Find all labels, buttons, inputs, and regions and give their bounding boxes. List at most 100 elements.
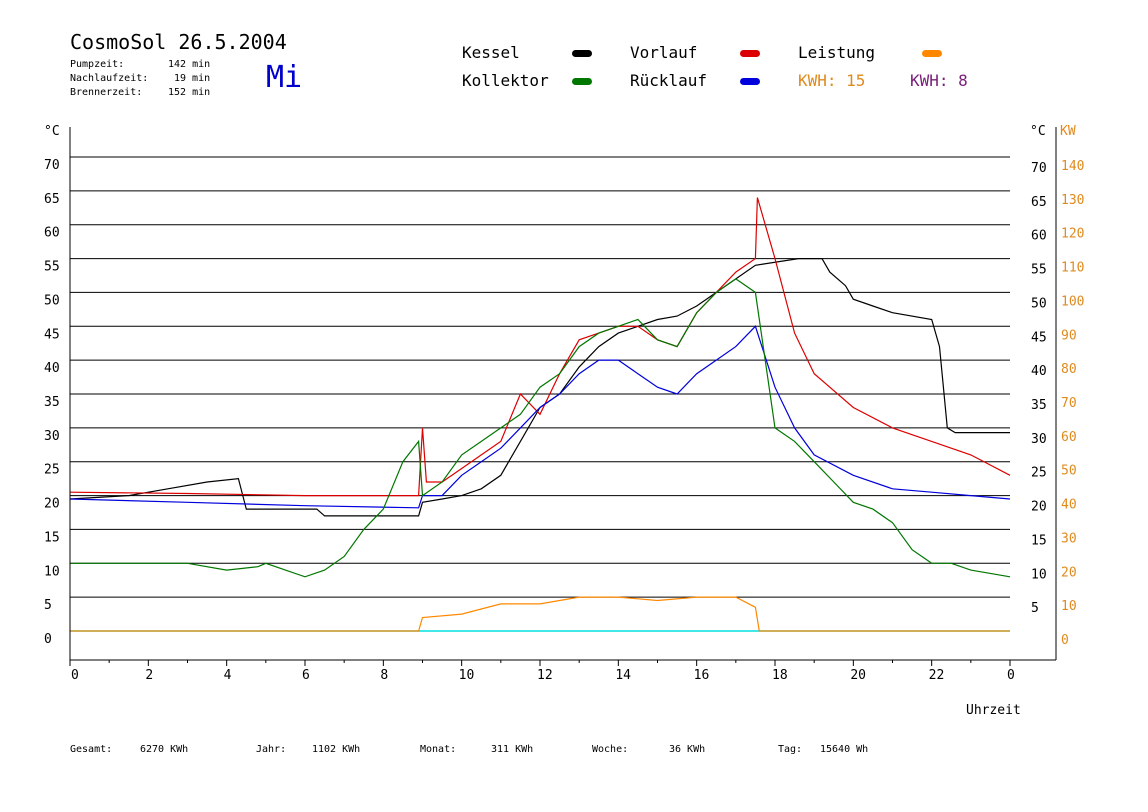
legend-vorlauf-swatch <box>740 50 760 57</box>
weekday-label: Mi <box>266 60 303 95</box>
footer-monat: Monat: 311 KWh <box>420 744 533 755</box>
y-tick-label-left: 45 <box>44 327 60 342</box>
legend-leistung: Leistung <box>798 43 876 62</box>
x-tick-label: 20 <box>850 668 866 683</box>
stat-value: 152 min <box>168 87 211 98</box>
y-tick-label-right: 35 <box>1031 398 1047 413</box>
y-tick-label-left: 55 <box>44 260 60 275</box>
legend-vorlauf: Vorlauf <box>630 43 698 62</box>
y-tick-label-left: 30 <box>44 429 60 444</box>
stat-label: Brennerzeit: <box>70 87 143 98</box>
kwh-solar: KWH: 15 <box>798 71 866 90</box>
x-tick-label: 12 <box>537 668 553 683</box>
y-tick-label-left: 35 <box>44 395 60 410</box>
x-tick-label: 0 <box>1007 668 1015 683</box>
power-tick-label: 80 <box>1061 362 1077 377</box>
power-tick-label: 60 <box>1061 430 1077 445</box>
footer-value: 311 KWh <box>491 744 534 755</box>
footer-value: 36 KWh <box>669 744 706 755</box>
y-tick-label-right: 45 <box>1031 330 1047 345</box>
footer-value: 1102 KWh <box>312 744 361 755</box>
x-tick-label: 6 <box>302 668 310 683</box>
x-tick-label: 22 <box>929 668 945 683</box>
power-tick-label: 100 <box>1061 294 1084 309</box>
y-tick-label-right: 65 <box>1031 195 1047 210</box>
right-axis-unit: °C <box>1030 124 1046 139</box>
legend-ruecklauf: Rücklauf <box>630 71 708 90</box>
y-tick-label-left: 10 <box>44 564 60 579</box>
footer-jahr: Jahr: 1102 KWh <box>256 744 360 755</box>
y-tick-label-right: 30 <box>1031 432 1047 447</box>
power-tick-label: 90 <box>1061 328 1077 343</box>
stat-label: Nachlaufzeit: <box>70 73 149 84</box>
power-tick-label: 130 <box>1061 193 1084 208</box>
y-tick-label-right: 5 <box>1031 601 1039 616</box>
power-tick-label: 0 <box>1061 633 1069 648</box>
stat-nachlaufzeit: Nachlaufzeit: 19 min <box>70 73 210 84</box>
y-tick-label-left: 40 <box>44 361 60 376</box>
legend-kessel-swatch <box>572 50 592 57</box>
legend-kollektor: Kollektor <box>462 71 549 90</box>
y-tick-label-right: 20 <box>1031 500 1047 515</box>
series-line-rcklauf <box>69 325 1011 509</box>
page-title: CosmoSol 26.5.2004 <box>70 30 287 54</box>
x-tick-label: 8 <box>380 668 388 683</box>
x-tick-label: 16 <box>694 668 710 683</box>
y-tick-label-right: 70 <box>1031 161 1047 176</box>
x-axis-label: Uhrzeit <box>966 703 1021 718</box>
legend-kessel: Kessel <box>462 43 520 62</box>
y-tick-label-left: 0 <box>44 632 52 647</box>
y-tick-label-left: 70 <box>44 158 60 173</box>
power-tick-label: 10 <box>1061 599 1077 614</box>
grid-lines <box>70 156 1010 598</box>
footer-label: Tag: <box>778 744 803 755</box>
power-tick-label: 20 <box>1061 565 1077 580</box>
footer-label: Monat: <box>420 744 457 755</box>
footer-label: Jahr: <box>256 744 287 755</box>
y-tick-label-left: 15 <box>44 530 60 545</box>
y-tick-label-right: 25 <box>1031 466 1047 481</box>
stat-label: Pumpzeit: <box>70 59 125 70</box>
footer-woche: Woche: 36 KWh <box>592 744 705 755</box>
x-tick-label: 10 <box>459 668 475 683</box>
y-tick-label-right: 10 <box>1031 567 1047 582</box>
x-tick-label: 0 <box>71 668 79 683</box>
stat-value: 19 min <box>174 73 211 84</box>
power-tick-label: 140 <box>1061 159 1084 174</box>
footer-value: 6270 KWh <box>140 744 189 755</box>
power-tick-label: 50 <box>1061 464 1077 479</box>
power-tick-label: 70 <box>1061 396 1077 411</box>
series-line-vorlauf <box>69 197 1011 497</box>
y-tick-label-left: 25 <box>44 463 60 478</box>
y-tick-label-right: 55 <box>1031 263 1047 278</box>
x-tick-label: 4 <box>224 668 232 683</box>
left-axis-unit: °C <box>44 124 60 139</box>
kwh-burner: KWH: 8 <box>910 71 968 90</box>
y-tick-label-left: 20 <box>44 497 60 512</box>
x-tick-label: 2 <box>145 668 153 683</box>
y-tick-label-right: 40 <box>1031 364 1047 379</box>
y-tick-label-left: 65 <box>44 192 60 207</box>
x-tick-label: 18 <box>772 668 788 683</box>
legend-ruecklauf-swatch <box>740 78 760 85</box>
y-tick-label-right: 50 <box>1031 296 1047 311</box>
series-line-kessel <box>69 258 1010 517</box>
y-tick-label-left: 5 <box>44 598 52 613</box>
power-tick-label: 40 <box>1061 498 1077 513</box>
stat-brennerzeit: Brennerzeit: 152 min <box>70 87 210 98</box>
stat-value: 142 min <box>168 59 211 70</box>
power-tick-label: 110 <box>1061 261 1084 276</box>
y-tick-label-left: 60 <box>44 226 60 241</box>
y-tick-label-right: 15 <box>1031 533 1047 548</box>
legend-leistung-swatch <box>922 50 942 57</box>
series-line-leistung <box>70 596 1010 632</box>
y-tick-label-left: 50 <box>44 293 60 308</box>
stat-pumpzeit: Pumpzeit: 142 min <box>70 59 210 70</box>
footer-gesamt: Gesamt: 6270 KWh <box>70 744 188 755</box>
footer-tag: Tag: 15640 Wh <box>778 744 868 755</box>
series-lines <box>69 197 1011 632</box>
power-axis-unit: KW <box>1060 124 1076 139</box>
y-tick-label-right: 60 <box>1031 229 1047 244</box>
